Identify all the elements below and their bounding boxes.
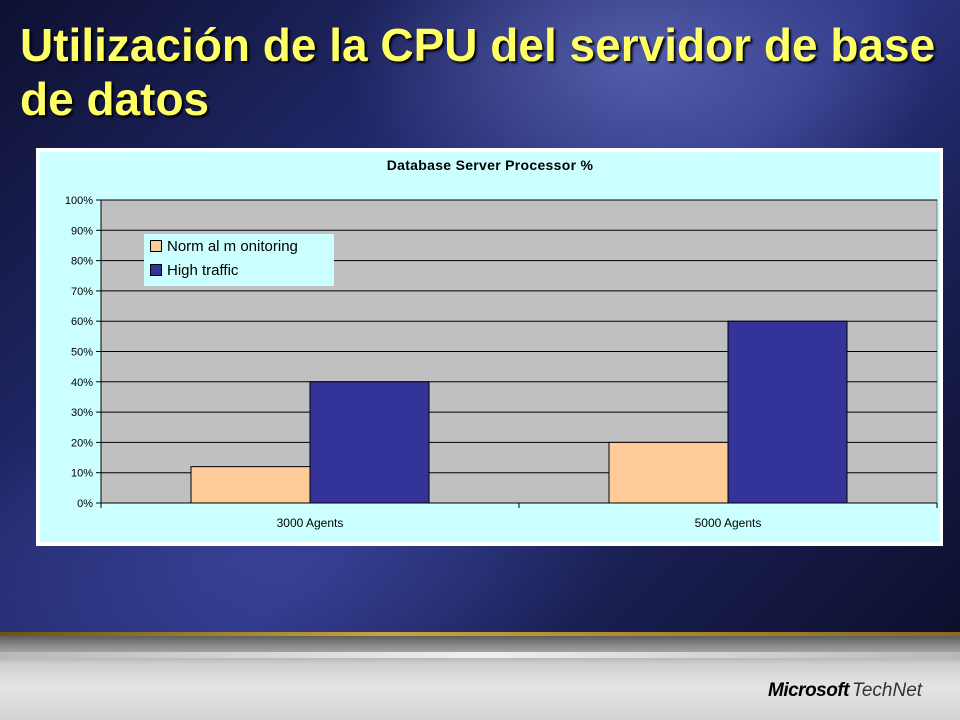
logo-product: TechNet (852, 680, 923, 701)
y-tick-label: 20% (71, 437, 93, 449)
slide-footer (0, 636, 960, 720)
y-tick-label: 40% (71, 377, 93, 389)
legend-label-high: High traffic (167, 261, 239, 279)
footer-band (0, 652, 960, 658)
chart-legend: Norm al m onitoring High traffic (144, 234, 334, 286)
bar (727, 320, 848, 504)
y-tick-label: 60% (71, 316, 93, 328)
bar (608, 441, 729, 504)
y-tick-label: 30% (71, 407, 93, 419)
y-tick-label: 0% (77, 498, 93, 510)
y-tick-label: 90% (71, 225, 93, 237)
legend-swatch-normal (150, 240, 162, 252)
legend-swatch-high (150, 264, 162, 276)
y-tick-label: 80% (71, 256, 93, 268)
chart-title: Database Server Processor % (386, 157, 594, 173)
technet-logo: Microsoft TechNet (768, 680, 922, 702)
bar (190, 466, 311, 504)
bar (309, 381, 430, 504)
y-tick-label: 70% (71, 286, 93, 298)
y-tick-label: 50% (71, 347, 93, 359)
y-tick-label: 10% (71, 468, 93, 480)
legend-item-normal-monitoring: Norm al m onitoring (150, 236, 298, 256)
legend-label-normal: Norm al m onitoring (167, 237, 298, 255)
x-category-label: 5000 Agents (695, 516, 762, 530)
slide-title: Utilización de la CPU del servidor de ba… (20, 19, 936, 125)
legend-item-high-traffic: High traffic (150, 260, 238, 280)
y-tick-label: 100% (65, 195, 93, 207)
logo-brand: Microsoft (768, 680, 850, 701)
x-category-label: 3000 Agents (277, 516, 344, 530)
divider-line (0, 632, 960, 636)
